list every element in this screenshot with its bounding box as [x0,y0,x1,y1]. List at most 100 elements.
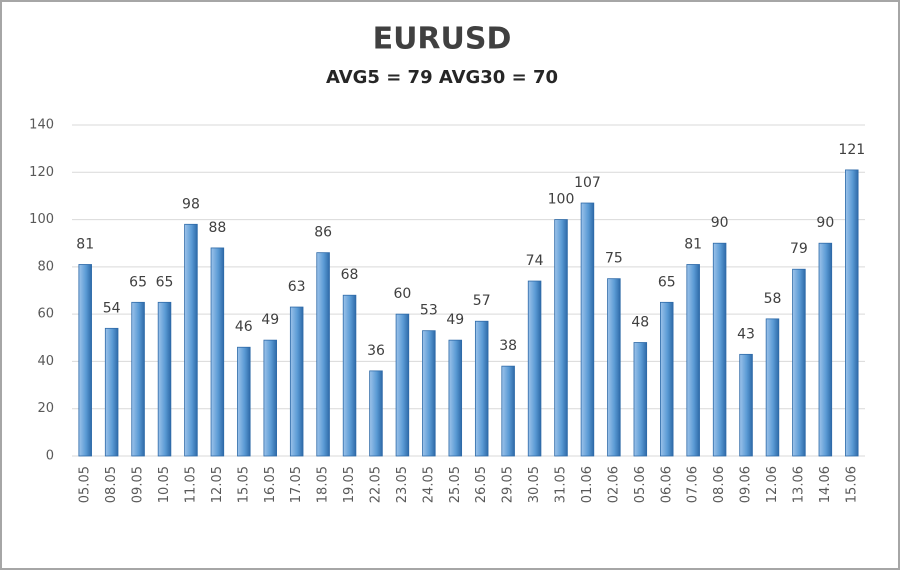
x-tick-label: 05.06 [633,466,648,503]
x-tick-label: 19.05 [342,466,357,503]
x-tick-label: 05.05 [78,466,93,503]
chart-title: EURUSD [373,22,512,57]
data-label: 49 [446,312,464,328]
data-label: 100 [548,192,575,208]
x-tick-label: 06.06 [659,466,674,503]
bar [845,169,859,457]
bar [818,242,833,457]
x-tick-label: 31.05 [554,466,569,503]
bar [474,320,489,457]
data-label: 81 [684,236,702,252]
y-tick-label: 0 [46,449,54,464]
bar [527,280,542,457]
x-tick-label: 25.05 [448,466,463,503]
x-tick-label: 08.05 [104,466,119,503]
x-tick-label: 26.05 [474,466,489,503]
y-tick-label: 100 [29,212,54,227]
data-label: 98 [182,196,200,212]
x-tick-label: 18.05 [316,466,331,503]
y-tick-label: 40 [37,354,54,369]
bar [237,346,251,457]
bar [739,353,753,457]
x-tick-label: 14.06 [818,466,833,503]
x-tick-label: 09.06 [739,466,754,503]
data-label: 74 [526,253,544,269]
x-tick-label: 30.05 [527,466,542,503]
y-tick-label: 80 [37,259,54,274]
data-label: 63 [288,279,306,295]
bar [607,278,621,457]
bar [554,219,568,457]
bar [422,330,436,457]
bar [131,301,145,457]
x-tick-label: 22.05 [368,466,383,503]
data-label: 46 [235,319,253,335]
x-tick-label: 09.05 [131,466,146,503]
data-label: 58 [764,291,782,307]
data-label: 90 [816,215,834,231]
x-tick-label: 15.05 [236,466,251,503]
data-label: 79 [790,241,808,257]
data-label: 53 [420,303,438,319]
x-tick-label: 10.05 [157,466,172,503]
x-tick-label: 15.06 [844,466,859,503]
x-tick-label: 24.05 [421,466,436,503]
data-label: 49 [261,312,279,328]
data-label: 57 [473,293,491,309]
data-label: 36 [367,343,385,359]
bar [263,339,277,457]
x-tick-label: 13.06 [791,466,806,503]
bar [342,294,357,457]
data-label: 86 [314,225,332,241]
data-label: 54 [103,300,121,316]
x-tick-label: 17.05 [289,466,304,503]
bar [712,242,727,457]
bar [580,202,595,457]
x-tick-label: 02.06 [606,466,621,503]
data-label: 43 [737,326,755,342]
bar [289,306,304,457]
x-tick-label: 07.06 [686,466,701,503]
x-tick-label: 08.06 [712,466,727,503]
bar [210,247,225,457]
data-label: 75 [605,251,623,267]
bar [157,301,172,457]
x-tick-label: 01.06 [580,466,595,503]
bar [765,318,780,457]
data-label: 65 [658,274,676,290]
data-label: 38 [499,338,517,354]
bar [792,268,806,457]
bar [448,339,463,457]
x-tick-label: 23.05 [395,466,410,503]
bar [633,342,648,457]
y-tick-label: 140 [29,118,54,133]
data-label: 107 [574,175,601,191]
chart-subtitle: AVG5 = 79 AVG30 = 70 [326,67,558,88]
x-tick-label: 12.05 [210,466,225,503]
x-tick-label: 29.05 [501,466,516,503]
data-label: 81 [76,236,94,252]
bar [395,313,410,457]
data-label: 68 [341,267,359,283]
bar [686,264,700,457]
bar [104,327,119,457]
x-tick-label: 16.05 [263,466,278,503]
bar [184,223,198,457]
data-label: 60 [394,286,412,302]
x-tick-label: 11.05 [183,466,198,503]
bar [501,365,515,457]
bar [369,370,383,457]
data-label: 65 [129,274,147,290]
data-label: 88 [208,220,226,236]
data-label: 65 [156,274,174,290]
bar [660,301,674,457]
bar [78,264,92,457]
x-tick-label: 12.06 [765,466,780,503]
data-label: 90 [711,215,729,231]
y-tick-label: 20 [37,401,54,416]
data-label: 48 [631,315,649,331]
bar [316,252,330,457]
data-label: 121 [838,142,865,158]
